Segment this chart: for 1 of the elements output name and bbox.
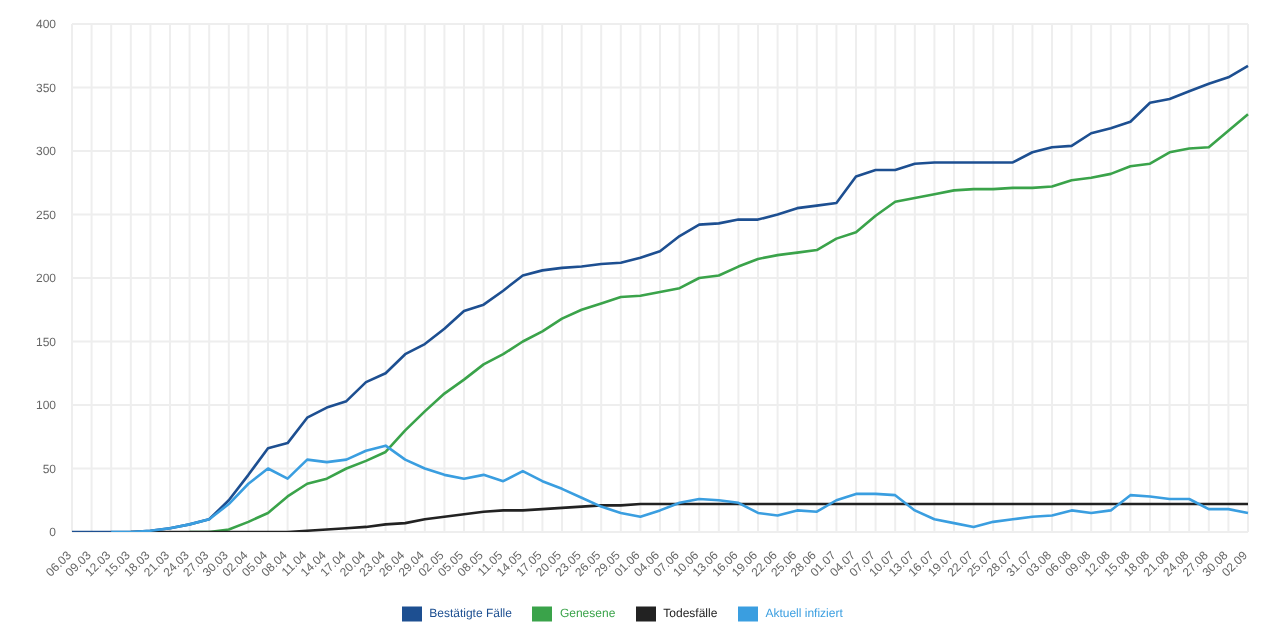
line-series — [109, 444, 1250, 532]
